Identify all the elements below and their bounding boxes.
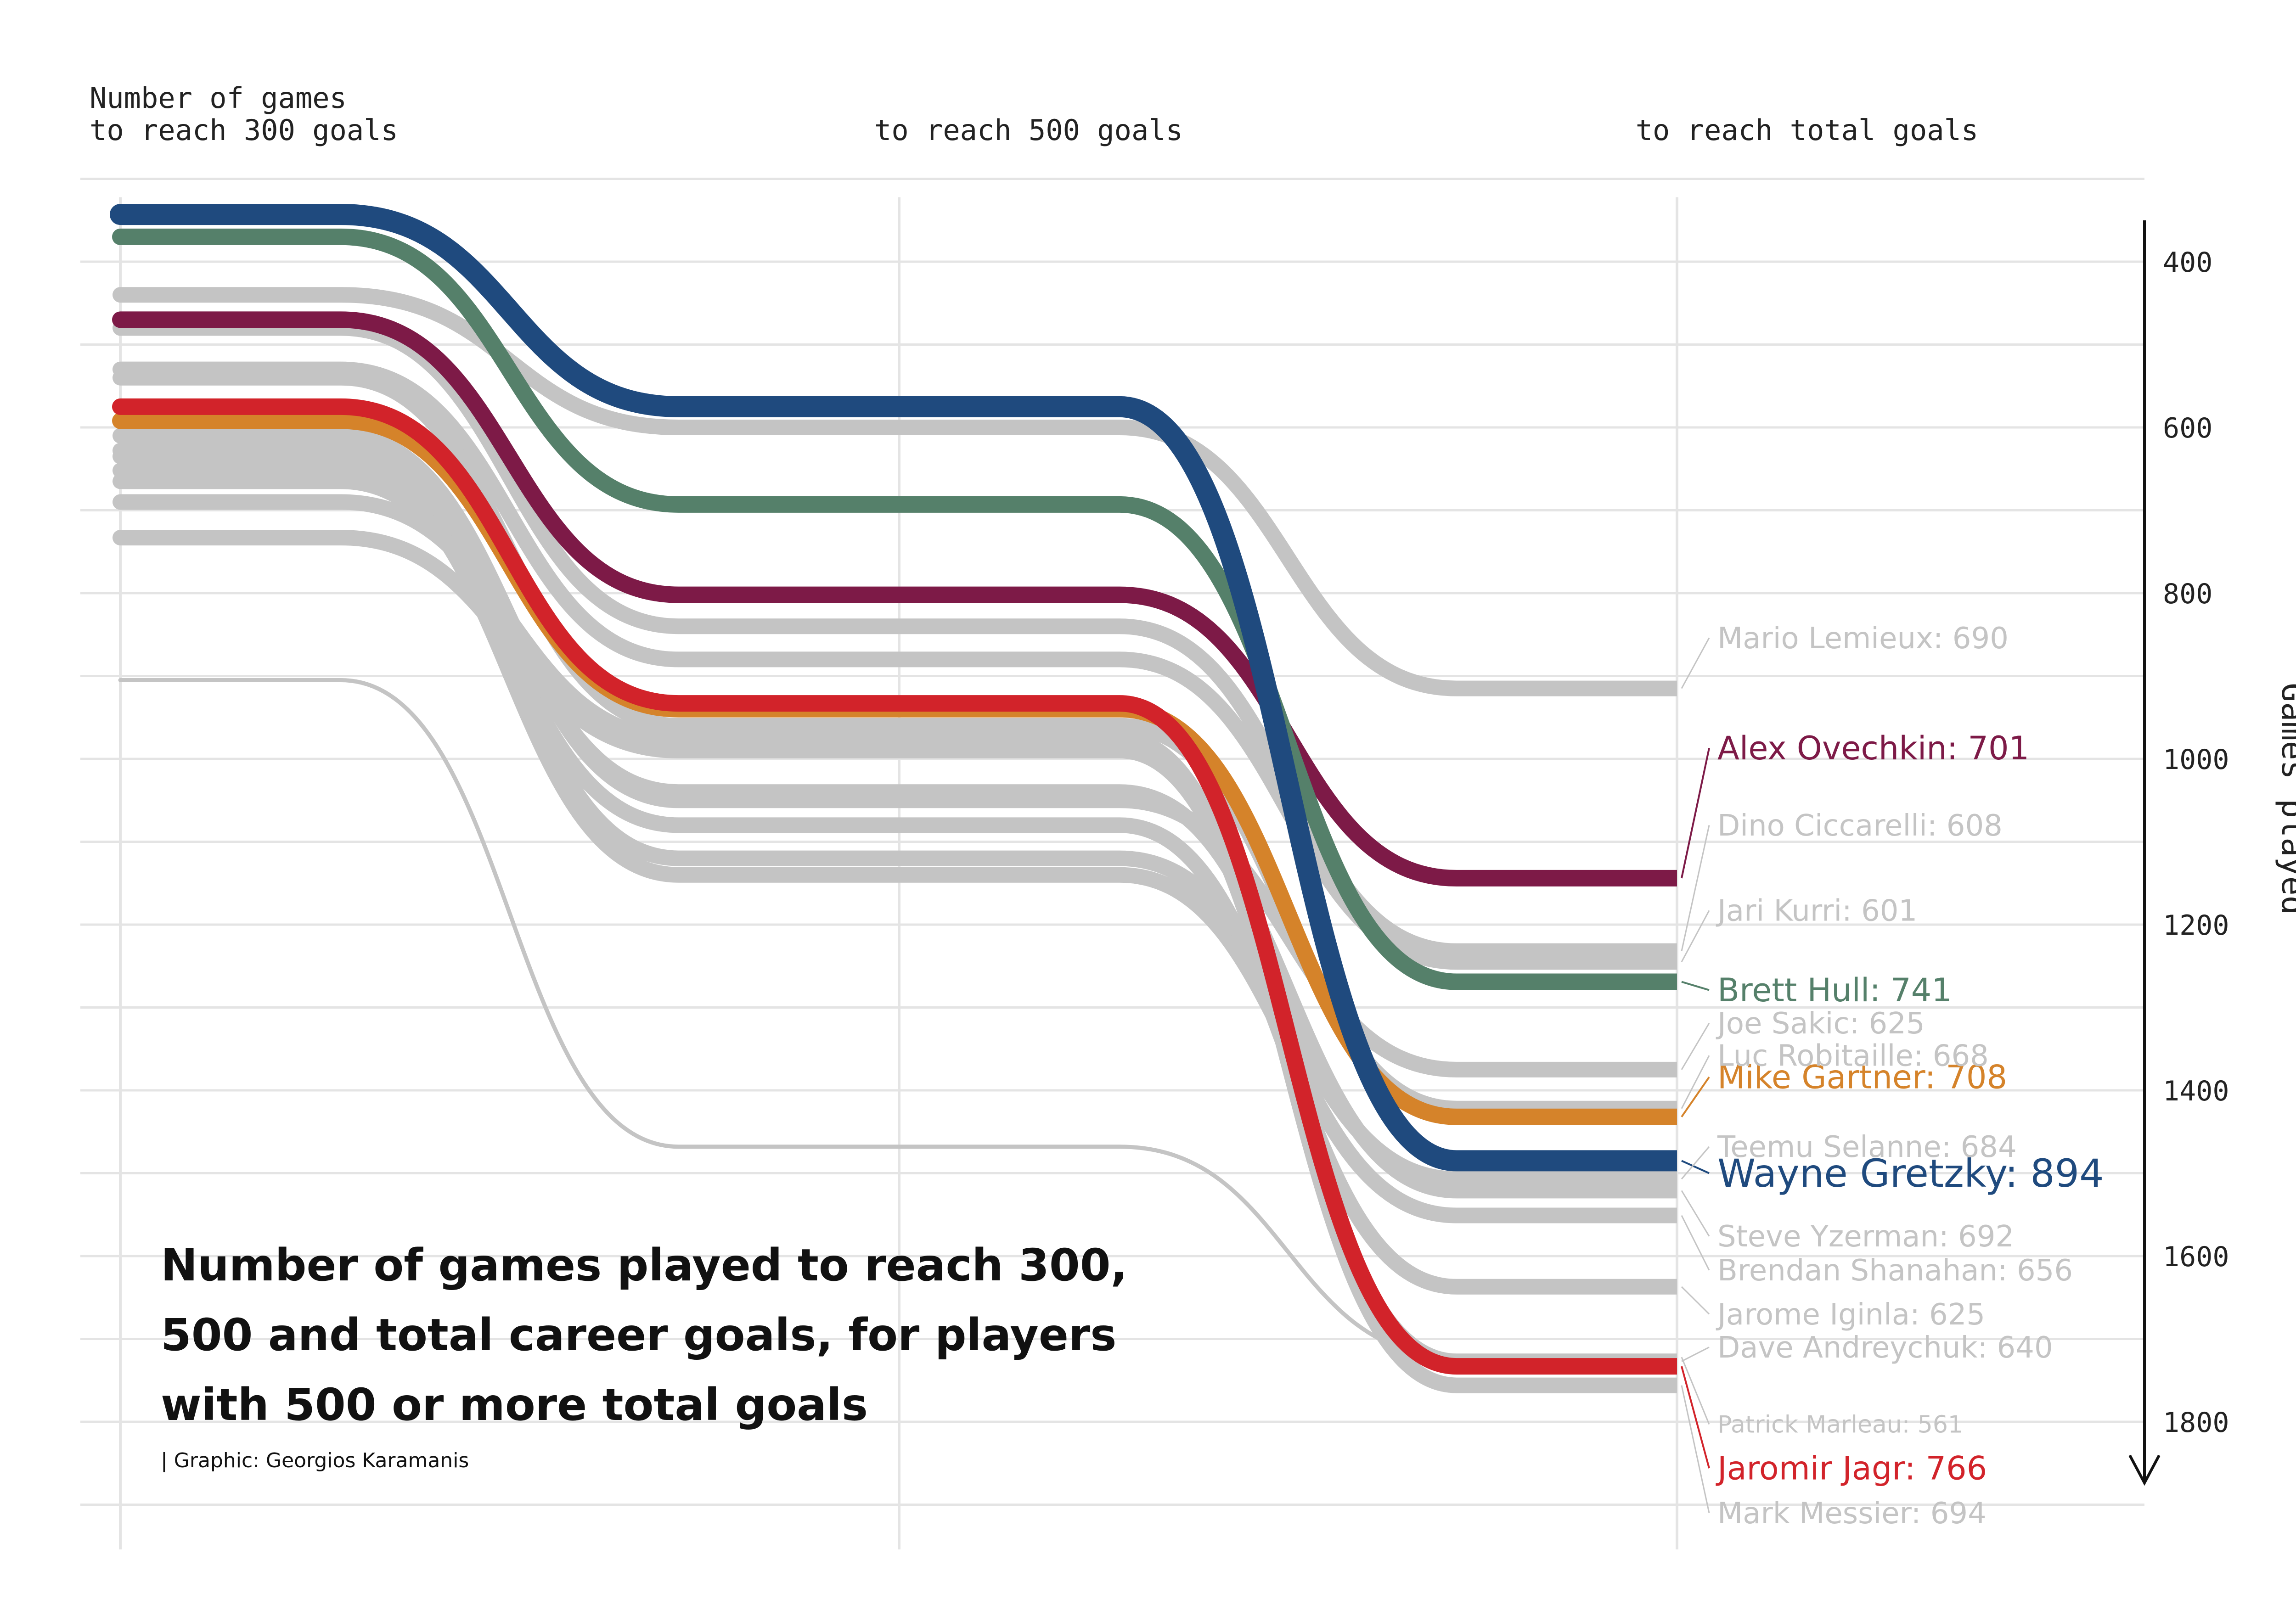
- leader-line-mark-messier: [1681, 1385, 1710, 1513]
- y-tick-label: 1200: [2163, 909, 2229, 942]
- leader-line-joe-sakic: [1681, 1023, 1710, 1070]
- y-tick-label: 1800: [2163, 1407, 2229, 1439]
- label-leader-lines: [1681, 637, 1710, 1513]
- highlighted-series-lines: [110, 204, 1677, 1375]
- end-label-wayne-gretzky: Wayne Gretzky: 894: [1717, 1151, 2104, 1196]
- end-label-jaromir-jagr: Jaromir Jagr: 766: [1716, 1450, 1987, 1487]
- leader-line-jarome-iginla: [1681, 1286, 1710, 1315]
- end-label-joe-sakic: Joe Sakic: 625: [1716, 1007, 1925, 1041]
- end-label-dave-andreychuk: Dave Andreychuk: 640: [1717, 1331, 2053, 1365]
- end-label-mario-lemieux: Mario Lemieux: 690: [1717, 622, 2009, 656]
- end-label-brendan-shanahan: Brendan Shanahan: 656: [1717, 1254, 2073, 1288]
- end-label-brett-hull: Brett Hull: 741: [1717, 971, 1952, 1009]
- series-line-mario-lemieux: [113, 287, 1677, 696]
- y-tick-label: 1400: [2163, 1075, 2229, 1107]
- leader-line-alex-ovechkin: [1681, 748, 1710, 879]
- end-label-mark-messier: Mark Messier: 694: [1717, 1497, 1986, 1531]
- column-headers: Number of games to reach 300 goals to reac…: [90, 81, 1978, 147]
- end-label-jari-kurri: Jari Kurri: 601: [1716, 894, 1917, 928]
- y-tick-label: 1000: [2163, 744, 2229, 776]
- leader-line-wayne-gretzky: [1681, 1160, 1710, 1174]
- chart-caption: | Graphic: Georgios Karamanis: [161, 1449, 469, 1472]
- series-line-jari-kurri: [113, 361, 1677, 970]
- end-label-patrick-marleau: Patrick Marleau: 561: [1717, 1411, 1963, 1439]
- leader-line-brendan-shanahan: [1681, 1215, 1710, 1271]
- y-tick-label: 1600: [2163, 1241, 2229, 1273]
- gray-series-lines: [113, 287, 1677, 1393]
- series-line-brett-hull: [112, 228, 1677, 990]
- leader-line-dave-andreychuk: [1681, 1347, 1710, 1362]
- leader-line-mike-gartner: [1681, 1076, 1710, 1117]
- end-label-mike-gartner: Mike Gartner: 708: [1717, 1059, 2007, 1096]
- y-axis-arrow-icon: [2128, 1454, 2161, 1486]
- series-end-labels: Wayne Gretzky: 894 Brett Hull: 741 Alex Ov…: [1716, 622, 2104, 1531]
- end-label-alex-ovechkin: Alex Ovechkin: 701: [1717, 729, 2029, 767]
- end-label-jarome-iginla: Jarome Iginla: 625: [1716, 1298, 1985, 1332]
- end-label-luc-robitaille: Luc Robitaille: 668: [1717, 1039, 1989, 1073]
- leader-line-brett-hull: [1681, 981, 1710, 991]
- series-line-alex-ovechkin: [112, 311, 1677, 887]
- y-axis: 400 600 800 1000 1200 1400 1600 1800 Games playe…: [2128, 220, 2296, 1486]
- end-label-teemu-selanne: Teemu Selanne: 684: [1717, 1130, 2017, 1164]
- leader-line-jari-kurri: [1681, 910, 1710, 962]
- column-header: to reach 500 goals: [874, 113, 1183, 147]
- series-line-steve-yzerman: [113, 443, 1677, 1199]
- y-tick-label: 400: [2163, 247, 2212, 279]
- column-header: Number of games to reach 300 goals: [90, 81, 398, 147]
- end-label-steve-yzerman: Steve Yzerman: 692: [1717, 1220, 2014, 1254]
- title-block: Number of games played to reach 300, 500…: [161, 1230, 1217, 1472]
- chart-title: Number of games played to reach 300, 500…: [161, 1240, 1127, 1431]
- column-header: to reach total goals: [1636, 113, 1979, 147]
- y-axis-title: Games played: [2274, 683, 2296, 915]
- series-line-jaromir-jagr: [112, 398, 1677, 1375]
- leader-line-jaromir-jagr: [1681, 1366, 1710, 1469]
- leader-line-steve-yzerman: [1681, 1190, 1710, 1237]
- leader-line-mario-lemieux: [1681, 637, 1710, 689]
- leader-line-teemu-selanne: [1681, 1146, 1710, 1180]
- leader-line-dino-ciccarelli: [1681, 825, 1710, 952]
- leader-line-luc-robitaille: [1681, 1055, 1710, 1109]
- leader-line-patrick-marleau: [1681, 1357, 1710, 1425]
- y-tick-label: 600: [2163, 412, 2212, 444]
- y-tick-label: 800: [2163, 578, 2212, 610]
- series-line-patrick-marleau: [118, 678, 1677, 1359]
- series-line-wayne-gretzky: [110, 204, 1677, 1172]
- end-label-dino-ciccarelli: Dino Ciccarelli: 608: [1717, 809, 2003, 843]
